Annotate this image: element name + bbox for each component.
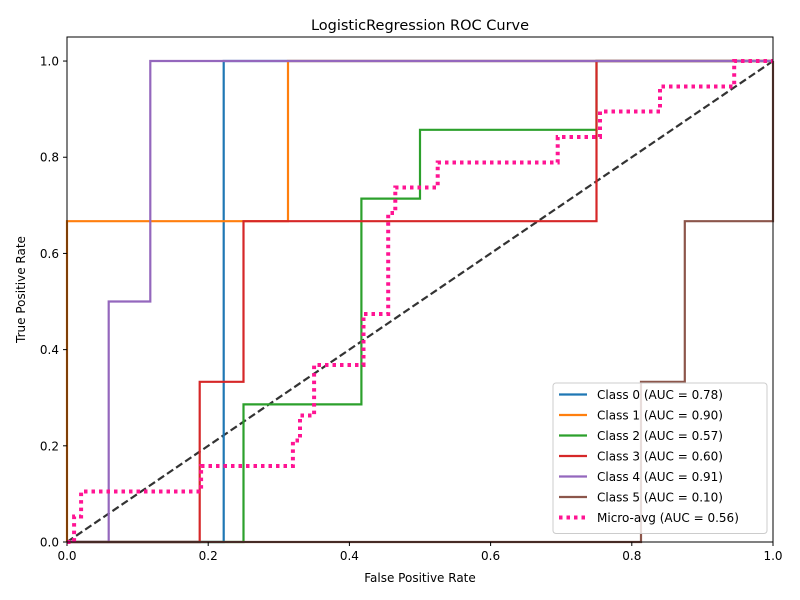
legend-box (552, 382, 768, 534)
legend-entry-label: Class 5 (AUC = 0.10) (597, 491, 723, 505)
x-tick-label: 0.2 (199, 549, 218, 563)
y-axis-ticks: 0.0 0.2 0.4 0.6 0.8 1.0 (40, 55, 67, 550)
legend-entry-label: Class 1 (AUC = 0.90) (597, 409, 723, 423)
x-axis-ticks: 0.0 0.2 0.4 0.6 0.8 1.0 (57, 542, 783, 563)
legend-entry-label: Class 0 (AUC = 0.78) (597, 388, 723, 402)
y-tick-label: 0.8 (40, 151, 59, 165)
legend-entry-label: Class 3 (AUC = 0.60) (597, 450, 723, 464)
legend-entry-label: Micro-avg (AUC = 0.56) (597, 511, 739, 525)
y-tick-label: 0.4 (40, 343, 59, 357)
chart-title: LogisticRegression ROC Curve (311, 18, 529, 34)
y-tick-label: 0.2 (40, 439, 59, 453)
x-axis-label: False Positive Rate (364, 571, 476, 585)
legend: Class 0 (AUC = 0.78) Class 1 (AUC = 0.90)… (552, 382, 768, 534)
x-tick-label: 1.0 (763, 549, 782, 563)
plot-frame (66, 36, 774, 543)
legend-entry-label: Class 2 (AUC = 0.57) (597, 429, 723, 443)
y-axis-label: True Positive Rate (14, 236, 28, 344)
legend-entry-label: Class 4 (AUC = 0.91) (597, 470, 723, 484)
series-line-3 (67, 59, 773, 544)
x-tick-label: 0.0 (57, 549, 76, 563)
y-tick-label: 0.6 (40, 247, 59, 261)
x-tick-label: 0.8 (622, 549, 641, 563)
y-tick-label: 1.0 (40, 55, 59, 69)
x-tick-label: 0.4 (340, 549, 359, 563)
y-tick-label: 0.0 (40, 536, 59, 550)
x-tick-label: 0.6 (481, 549, 500, 563)
